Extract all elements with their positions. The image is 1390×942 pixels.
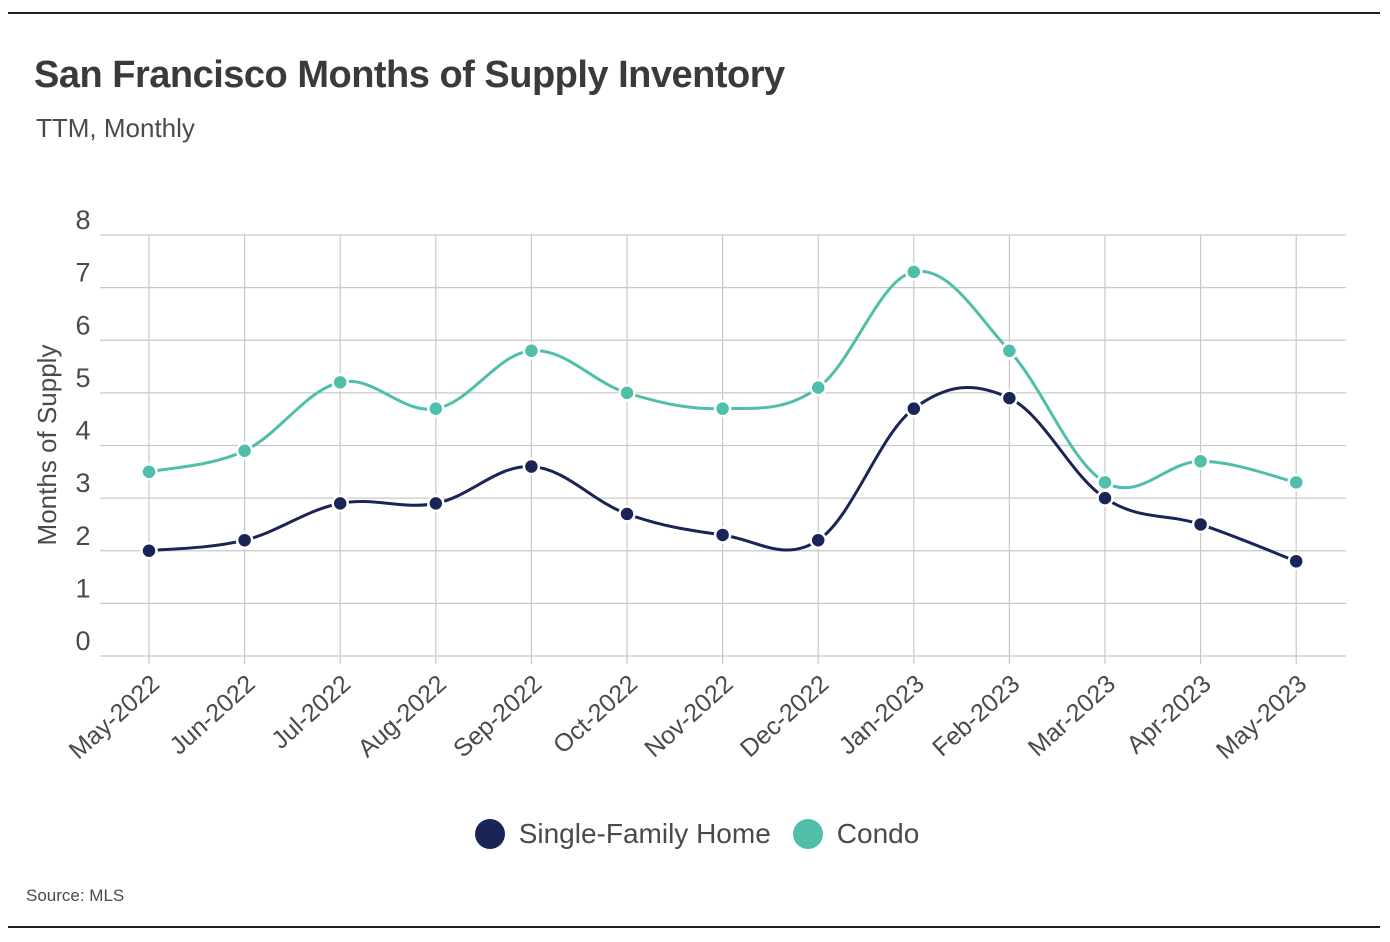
- x-tick-label-may-2023: May-2023: [1211, 670, 1312, 765]
- source-note: Source: MLS: [26, 886, 125, 905]
- x-tick-label-jul-2022: Jul-2022: [266, 670, 356, 755]
- legend-marker-single-family-home: [474, 819, 505, 849]
- chart-subtitle: TTM, Monthly: [36, 113, 195, 143]
- data-point-condo-sep-2022: [522, 342, 541, 360]
- y-tick-label-7: 7: [75, 258, 90, 288]
- grid-layer: [100, 234, 1346, 664]
- data-point-single-family-home-mar-2023: [1096, 489, 1114, 507]
- data-point-condo-jan-2023: [905, 263, 923, 281]
- y-tick-label-1: 1: [75, 573, 90, 603]
- legend-label-single-family-home: Single-Family Home: [518, 818, 771, 849]
- y-tick-label-3: 3: [75, 468, 90, 498]
- data-point-single-family-home-jul-2022: [331, 494, 349, 513]
- data-point-condo-may-2023: [1287, 473, 1305, 492]
- data-point-condo-feb-2023: [1000, 342, 1019, 360]
- data-point-single-family-home-feb-2023: [1000, 389, 1019, 407]
- x-tick-label-dec-2022: Dec-2022: [735, 670, 834, 763]
- data-point-single-family-home-jun-2022: [235, 531, 254, 549]
- bottom-rule: [8, 926, 1380, 928]
- data-point-condo-jun-2022: [235, 442, 254, 460]
- y-tick-label-0: 0: [75, 626, 90, 656]
- data-point-single-family-home-jan-2023: [905, 399, 923, 418]
- data-point-single-family-home-apr-2023: [1191, 515, 1210, 534]
- legend-label-condo: Condo: [836, 818, 920, 849]
- y-tick-label-6: 6: [75, 310, 90, 340]
- data-point-condo-may-2022: [140, 463, 158, 481]
- data-point-single-family-home-oct-2022: [618, 505, 636, 523]
- data-point-condo-mar-2023: [1096, 473, 1114, 492]
- chart-title: San Francisco Months of Supply Inventory: [34, 54, 785, 96]
- data-point-condo-apr-2023: [1191, 452, 1210, 471]
- y-tick-label-2: 2: [75, 521, 90, 551]
- x-tick-label-sep-2022: Sep-2022: [448, 670, 547, 763]
- y-axis-title: Months of Supply: [32, 345, 62, 546]
- series-layer: [140, 263, 1305, 571]
- data-point-condo-oct-2022: [618, 384, 636, 402]
- x-tick-label-jun-2022: Jun-2022: [164, 670, 260, 761]
- x-tick-label-mar-2023: Mar-2023: [1023, 670, 1121, 762]
- legend: Single-Family Home Condo: [0, 818, 1390, 850]
- x-tick-label-may-2022: May-2022: [64, 670, 165, 765]
- data-point-single-family-home-nov-2022: [713, 526, 732, 544]
- data-point-condo-jul-2022: [331, 373, 349, 392]
- data-point-single-family-home-dec-2022: [809, 531, 827, 549]
- label-layer: 0 1 2 3 4 5 6 7 8 May-2022 Jun-2022 Jul-2022Aug-202…: [32, 205, 1312, 765]
- data-point-single-family-home-may-2023: [1287, 552, 1305, 571]
- y-tick-label-5: 5: [75, 363, 90, 393]
- data-point-single-family-home-sep-2022: [522, 457, 541, 476]
- y-tick-label-8: 8: [75, 205, 90, 235]
- data-point-single-family-home-may-2022: [140, 542, 158, 560]
- top-rule: [8, 12, 1380, 14]
- x-tick-label-aug-2022: Aug-2022: [352, 670, 451, 763]
- data-point-single-family-home-aug-2022: [427, 494, 445, 513]
- data-point-condo-nov-2022: [713, 399, 732, 418]
- x-tick-label-apr-2023: Apr-2023: [1121, 670, 1216, 760]
- data-point-condo-dec-2022: [809, 378, 827, 397]
- x-tick-label-oct-2022: Oct-2022: [548, 670, 643, 760]
- line-chart: 0 1 2 3 4 5 6 7 8 May-2022 Jun-2022 Jul-2022Aug-202…: [32, 205, 1346, 765]
- legend-item-condo[interactable]: Condo: [792, 818, 920, 850]
- data-point-condo-aug-2022: [427, 399, 445, 418]
- x-tick-label-jan-2023: Jan-2023: [834, 670, 930, 761]
- x-tick-label-feb-2023: Feb-2023: [927, 670, 1025, 762]
- legend-marker-condo: [792, 819, 823, 849]
- y-tick-label-4: 4: [75, 416, 90, 446]
- x-tick-label-nov-2022: Nov-2022: [639, 670, 738, 763]
- legend-item-single-family-home[interactable]: Single-Family Home: [474, 818, 771, 850]
